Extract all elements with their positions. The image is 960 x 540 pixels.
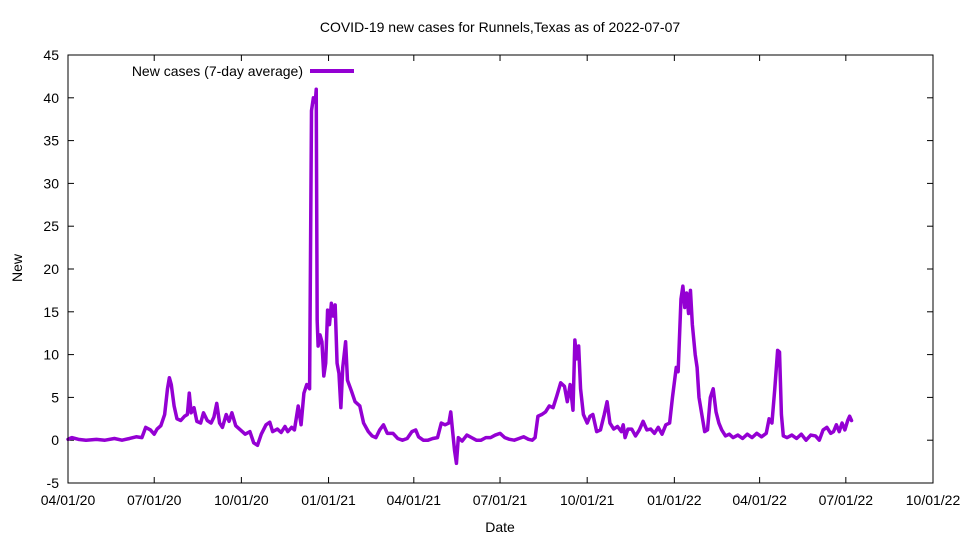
x-tick-label: 04/01/20 [41, 492, 96, 508]
chart-title: COVID-19 new cases for Runnels,Texas as … [320, 19, 681, 35]
y-tick-label: 45 [43, 47, 59, 63]
x-tick-label: 10/01/21 [560, 492, 615, 508]
y-tick-label: 25 [43, 218, 59, 234]
plot-border [67, 54, 934, 484]
y-tick-label: 20 [43, 261, 59, 277]
x-tick-label: 01/01/21 [301, 492, 356, 508]
x-tick-label: 07/01/22 [819, 492, 874, 508]
y-tick-label: 15 [43, 304, 59, 320]
y-tick-label: 35 [43, 133, 59, 149]
x-tick-label: 07/01/20 [127, 492, 182, 508]
legend-label: New cases (7-day average) [132, 63, 303, 79]
x-tick-label: 07/01/21 [473, 492, 528, 508]
x-tick-label: 04/01/22 [732, 492, 787, 508]
y-tick-label: -5 [47, 475, 60, 491]
legend: New cases (7-day average) [132, 63, 354, 79]
series-line [66, 87, 854, 466]
x-tick-label: 10/01/22 [906, 492, 960, 508]
x-tick-label: 01/01/22 [647, 492, 702, 508]
y-tick-label: 10 [43, 347, 59, 363]
y-tick-label: 40 [43, 90, 59, 106]
y-tick-label: 5 [51, 389, 59, 405]
series-layer [66, 87, 854, 466]
x-tick-label: 10/01/20 [214, 492, 269, 508]
x-tick-label: 04/01/21 [387, 492, 442, 508]
y-tick-label: 0 [51, 432, 59, 448]
y-tick-label: 30 [43, 175, 59, 191]
x-axis-label: Date [485, 519, 515, 535]
axes: -5 0 5 10 15 20 25 30 35 40 45 04/01/20 07/01/20 10/0… [41, 47, 960, 508]
y-axis-label: New [9, 253, 25, 282]
